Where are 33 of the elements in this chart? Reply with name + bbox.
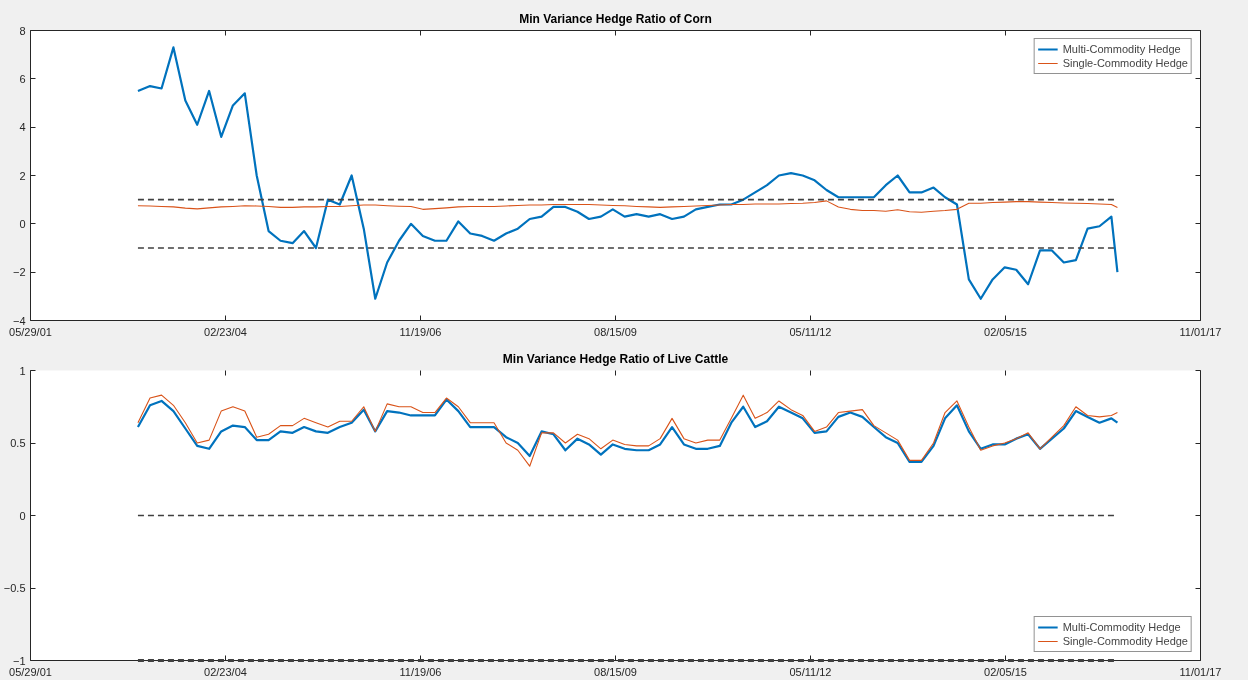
y-tick-label: 6 bbox=[19, 72, 26, 85]
x-tick-label: 02/05/15 bbox=[984, 325, 1027, 338]
x-tick-label: 05/29/01 bbox=[9, 665, 52, 678]
x-tick-label: 05/29/01 bbox=[9, 325, 52, 338]
legend-label: Multi-Commodity Hedge bbox=[1062, 42, 1181, 56]
y-tick-label: 8 bbox=[19, 24, 26, 37]
x-tick-label: 11/19/06 bbox=[399, 665, 442, 678]
x-tick-label: 02/23/04 bbox=[204, 665, 247, 678]
x-tick-label: 11/19/06 bbox=[399, 325, 442, 338]
chart-title: Min Variance Hedge Ratio of Corn bbox=[519, 11, 712, 26]
y-tick-label: 4 bbox=[19, 121, 26, 134]
line-series bbox=[137, 200, 1118, 213]
y-tick-label: 0 bbox=[19, 217, 26, 230]
y-tick-label: −0.5 bbox=[3, 582, 26, 594]
x-tick-label: 02/05/15 bbox=[984, 665, 1027, 678]
y-tick-label: −1 bbox=[12, 654, 26, 667]
x-tick-label: 11/01/17 bbox=[1179, 665, 1222, 678]
y-tick-label: 2 bbox=[19, 169, 26, 182]
y-tick-label: 0.5 bbox=[10, 437, 26, 449]
y-tick-label: 1 bbox=[19, 364, 26, 377]
x-tick-label: 05/11/12 bbox=[789, 325, 832, 338]
x-tick-label: 02/23/04 bbox=[204, 325, 247, 338]
x-tick-label: 05/11/12 bbox=[789, 665, 832, 678]
x-tick-label: 08/15/09 bbox=[594, 325, 637, 338]
legend-label: Single-Commodity Hedge bbox=[1062, 56, 1188, 70]
legend-label: Multi-Commodity Hedge bbox=[1062, 620, 1181, 634]
y-tick-label: 0 bbox=[19, 509, 26, 522]
x-tick-label: 11/01/17 bbox=[1179, 325, 1222, 338]
chart-title: Min Variance Hedge Ratio of Live Cattle bbox=[502, 351, 729, 366]
x-tick-label: 08/15/09 bbox=[594, 665, 637, 678]
y-tick-label: −4 bbox=[12, 314, 26, 327]
legend-label: Single-Commodity Hedge bbox=[1062, 634, 1188, 648]
y-tick-label: −2 bbox=[12, 266, 26, 279]
